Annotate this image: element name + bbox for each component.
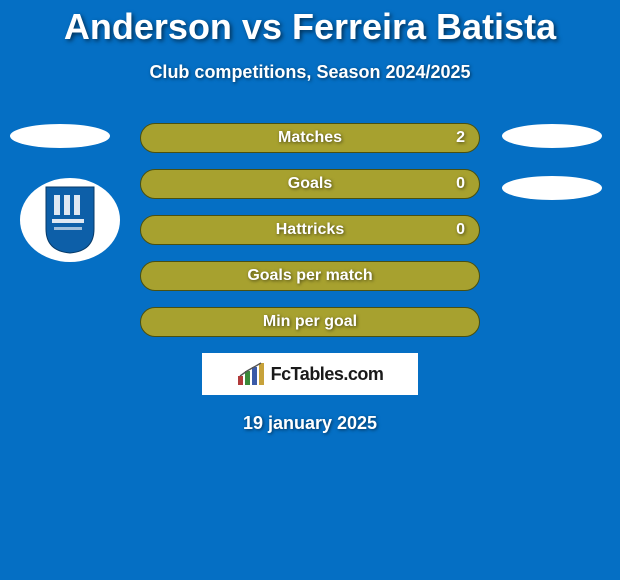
page-title: Anderson vs Ferreira Batista xyxy=(0,0,620,48)
logo-text: FcTables.com xyxy=(271,364,384,385)
stat-label: Min per goal xyxy=(141,313,479,331)
player-right-ellipse-2 xyxy=(502,176,602,200)
stat-bar-min-per-goal: Min per goal xyxy=(140,307,480,337)
stat-bar-goals: Goals 0 xyxy=(140,169,480,199)
stat-label: Goals xyxy=(141,175,479,193)
stat-label: Goals per match xyxy=(141,267,479,285)
footer-date: 19 january 2025 xyxy=(0,413,620,434)
page-subtitle: Club competitions, Season 2024/2025 xyxy=(0,62,620,83)
club-badge-icon xyxy=(20,178,120,262)
stat-label: Matches xyxy=(141,129,479,147)
stat-value: 2 xyxy=(456,129,465,147)
stat-value: 0 xyxy=(456,221,465,239)
stat-bars: Matches 2 Goals 0 Hattricks 0 Goals per … xyxy=(140,123,480,337)
fctables-logo: FcTables.com xyxy=(202,353,418,395)
stat-label: Hattricks xyxy=(141,221,479,239)
player-right-ellipse-1 xyxy=(502,124,602,148)
stat-value: 0 xyxy=(456,175,465,193)
stat-bar-goals-per-match: Goals per match xyxy=(140,261,480,291)
logo-bars-icon xyxy=(237,362,267,386)
stat-bar-hattricks: Hattricks 0 xyxy=(140,215,480,245)
player-left-ellipse xyxy=(10,124,110,148)
stat-bar-matches: Matches 2 xyxy=(140,123,480,153)
